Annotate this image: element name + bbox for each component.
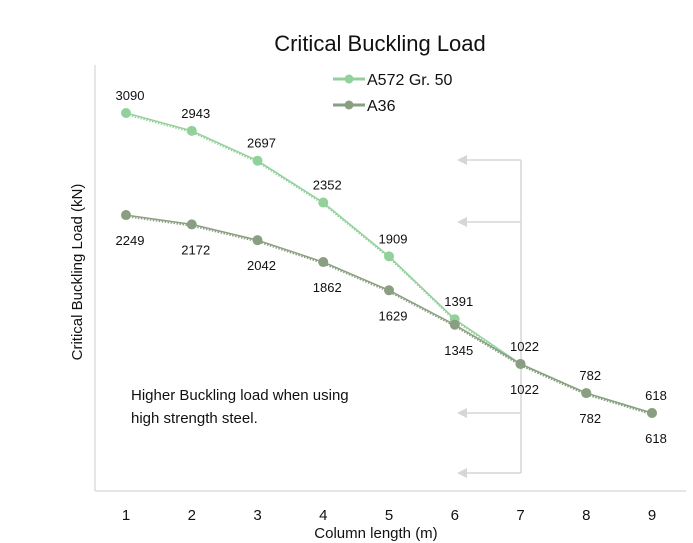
- data-label: 1345: [444, 343, 473, 358]
- legend: A572 Gr. 50 A36: [333, 72, 452, 115]
- annotation-line-2: high strength steel.: [131, 410, 258, 427]
- legend-label: A36: [367, 98, 396, 115]
- data-label: 3090: [116, 88, 145, 103]
- legend-label: A572 Gr. 50: [367, 72, 452, 89]
- arrow-head-icon: [457, 217, 467, 227]
- x-tick-label: 7: [516, 507, 524, 524]
- data-label: 2172: [181, 242, 210, 257]
- series-1: 2249 2172 2042 1862 1629 1345 1022 782 618: [116, 210, 667, 446]
- x-axis-label: Column length (m): [314, 525, 437, 542]
- data-point: [449, 319, 460, 330]
- data-label: 618: [645, 431, 667, 446]
- chart-title: Critical Buckling Load: [274, 31, 486, 56]
- data-point: [318, 197, 329, 208]
- arrow-head-icon: [457, 155, 467, 165]
- x-tick-label: 1: [122, 507, 130, 524]
- annotation-line-1: Higher Buckling load when using: [131, 387, 349, 404]
- data-point: [318, 257, 329, 268]
- data-label: 2943: [181, 106, 210, 121]
- data-point: [581, 388, 592, 399]
- arrow-head-icon: [457, 468, 467, 478]
- data-label: 1862: [313, 280, 342, 295]
- x-tick-label: 4: [319, 507, 327, 524]
- data-point: [186, 125, 197, 136]
- x-tick-label: 3: [253, 507, 261, 524]
- data-label: 2697: [247, 136, 276, 151]
- data-point: [252, 235, 263, 246]
- data-label: 2352: [313, 178, 342, 193]
- data-point: [121, 107, 131, 118]
- x-tick-label: 9: [648, 507, 656, 524]
- x-tick-label: 2: [188, 507, 196, 524]
- data-point: [384, 285, 394, 296]
- data-label: 782: [579, 411, 601, 426]
- data-point: [252, 155, 263, 166]
- data-point: [647, 407, 657, 418]
- data-label: 1391: [444, 294, 473, 309]
- x-tick-label: 6: [451, 507, 459, 524]
- data-point: [515, 358, 526, 369]
- data-point: [186, 219, 197, 230]
- data-label: 2249: [116, 233, 145, 248]
- data-point: [121, 210, 131, 221]
- x-tick-label: 8: [582, 507, 590, 524]
- y-axis-label: Critical Buckling Load (kN): [69, 184, 86, 361]
- x-tick-label: 5: [385, 507, 393, 524]
- legend-marker: [344, 74, 354, 84]
- data-label: 618: [645, 388, 667, 403]
- data-point: [384, 251, 394, 262]
- data-label: 2042: [247, 258, 276, 273]
- data-label: 1629: [379, 308, 408, 323]
- annotation-bracket: [457, 155, 522, 478]
- data-label: 1909: [379, 231, 408, 246]
- data-label: 782: [579, 368, 601, 383]
- trend-line: [125, 113, 653, 416]
- legend-marker: [344, 100, 354, 110]
- series-line: [125, 112, 653, 414]
- arrow-head-icon: [457, 408, 467, 418]
- data-label: 1022: [510, 339, 539, 354]
- data-label: 1022: [510, 382, 539, 397]
- x-ticks: 1 2 3 4 5 6 7 8 9: [122, 507, 656, 524]
- series-group: 3090 2943 2697 2352 1909 1391 1022 782 618 2249 21…: [116, 88, 667, 446]
